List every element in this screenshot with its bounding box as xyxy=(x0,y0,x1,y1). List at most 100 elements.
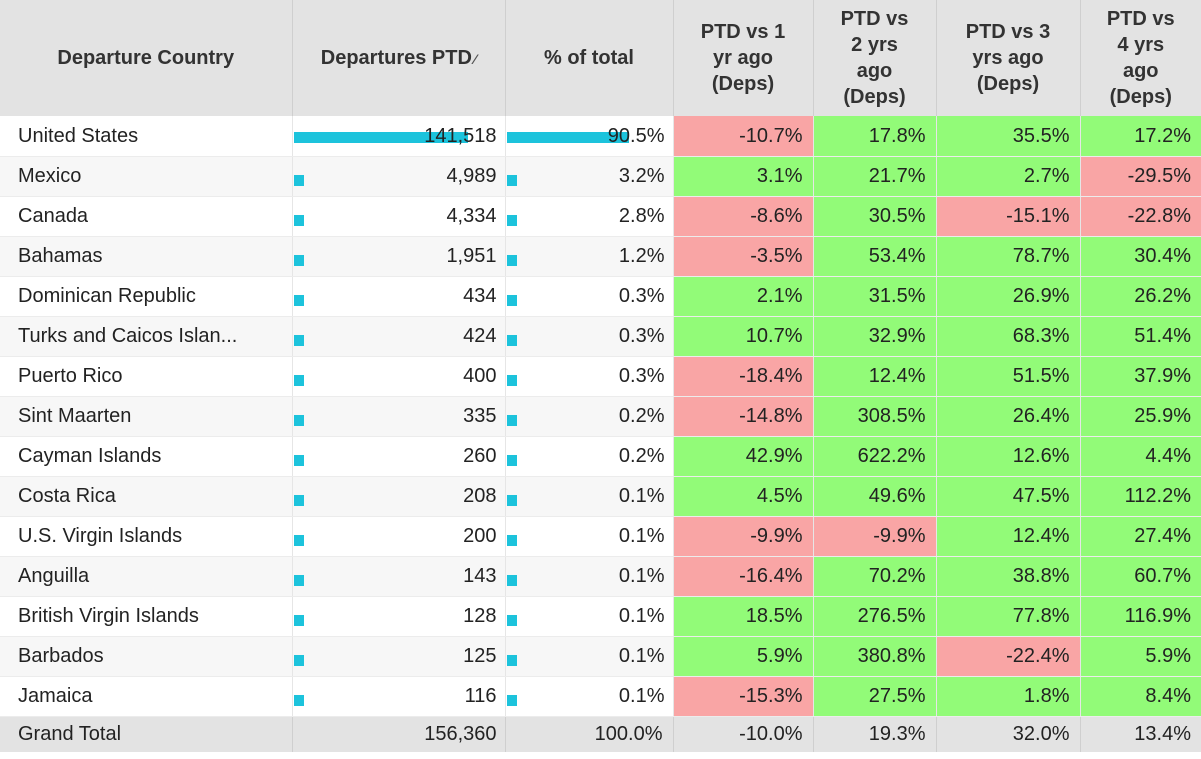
vs4-cell: 51.4% xyxy=(1080,316,1201,357)
departures-value: 4,334 xyxy=(446,205,497,227)
vs1-cell: 18.5% xyxy=(673,596,814,637)
departures-bar xyxy=(293,294,304,306)
table-row[interactable]: Dominican Republic 434 0.3% 2.1% 31.5% 26.9% 2… xyxy=(0,276,1201,317)
share-value: 3.2% xyxy=(618,165,665,187)
share-value: 1.2% xyxy=(618,245,665,267)
departures-bar xyxy=(293,494,304,506)
country-cell: Bahamas xyxy=(0,236,293,277)
share-value: 0.2% xyxy=(618,445,665,467)
share-bar xyxy=(506,414,517,426)
table-row[interactable]: Mexico 4,989 3.2% 3.1% 21.7% 2.7% -29.5% xyxy=(0,156,1201,197)
header-ptd-vs-2yrs[interactable]: PTD vs 2 yrs ago (Deps) xyxy=(813,0,937,116)
vs2-cell: 276.5% xyxy=(813,596,937,637)
header-departures-ptd[interactable]: Departures PTD ⁄ xyxy=(292,0,506,116)
table-row[interactable]: U.S. Virgin Islands 200 0.1% -9.9% -9.9% 12.4… xyxy=(0,516,1201,557)
vs3-cell: 2.7% xyxy=(936,156,1081,197)
departures-cell: 208 xyxy=(291,476,506,517)
header-ptd-vs-3yrs[interactable]: PTD vs 3 yrs ago (Deps) xyxy=(936,0,1081,116)
vs2-cell: 53.4% xyxy=(813,236,937,277)
total-vs2: 19.3% xyxy=(813,716,937,752)
share-bar xyxy=(506,214,517,226)
share-bar xyxy=(506,494,517,506)
vs2-cell: 49.6% xyxy=(813,476,937,517)
vs2-cell: -9.9% xyxy=(813,516,937,557)
table-row[interactable]: Puerto Rico 400 0.3% -18.4% 12.4% 51.5% 37.9% xyxy=(0,356,1201,397)
vs4-cell: 8.4% xyxy=(1080,676,1201,717)
departures-value: 260 xyxy=(463,445,497,467)
share-cell: 0.1% xyxy=(504,596,674,637)
share-cell: 0.1% xyxy=(504,636,674,677)
share-cell: 0.3% xyxy=(504,276,674,317)
vs3-cell: 77.8% xyxy=(936,596,1081,637)
share-bar xyxy=(506,294,517,306)
departures-cell: 260 xyxy=(291,436,506,477)
header-departure-country[interactable]: Departure Country xyxy=(0,0,293,116)
table-row[interactable]: Costa Rica 208 0.1% 4.5% 49.6% 47.5% 112.2% xyxy=(0,476,1201,517)
header-percent-of-total[interactable]: % of total xyxy=(505,0,674,116)
share-value: 90.5% xyxy=(607,124,665,147)
vs2-cell: 31.5% xyxy=(813,276,937,317)
table-row[interactable]: Bahamas 1,951 1.2% -3.5% 53.4% 78.7% 30.4% xyxy=(0,236,1201,277)
share-value: 0.1% xyxy=(618,485,665,507)
table-row[interactable]: Barbados 125 0.1% 5.9% 380.8% -22.4% 5.9% xyxy=(0,636,1201,677)
country-cell: U.S. Virgin Islands xyxy=(0,516,293,557)
table-row[interactable]: United States 141,518 90.5% -10.7% 17.8% 35.5… xyxy=(0,116,1201,157)
departures-cell: 125 xyxy=(291,636,506,677)
share-value: 0.3% xyxy=(618,365,665,387)
share-value: 0.1% xyxy=(618,525,665,547)
departures-value: 335 xyxy=(463,405,497,427)
departures-value: 143 xyxy=(463,565,497,587)
table-body: United States 141,518 90.5% -10.7% 17.8% 35.5… xyxy=(0,116,1201,717)
departures-cell: 1,951 xyxy=(291,236,506,277)
departures-value: 128 xyxy=(463,605,497,627)
vs4-cell: 17.2% xyxy=(1080,116,1201,157)
vs3-cell: 12.6% xyxy=(936,436,1081,477)
departures-cell: 141,518 xyxy=(291,116,506,157)
sort-desc-icon[interactable]: ⁄ xyxy=(473,50,477,67)
departures-bar xyxy=(293,614,304,626)
vs4-cell: -22.8% xyxy=(1080,196,1201,237)
vs1-cell: 5.9% xyxy=(673,636,814,677)
country-cell: Sint Maarten xyxy=(0,396,293,437)
total-share: 100.0% xyxy=(505,716,674,752)
share-bar xyxy=(506,574,517,586)
vs3-cell: 26.9% xyxy=(936,276,1081,317)
vs2-cell: 380.8% xyxy=(813,636,937,677)
table-row[interactable]: Cayman Islands 260 0.2% 42.9% 622.2% 12.6% 4.4… xyxy=(0,436,1201,477)
departures-value: 424 xyxy=(463,325,497,347)
table-row[interactable]: Jamaica 116 0.1% -15.3% 27.5% 1.8% 8.4% xyxy=(0,676,1201,717)
table-row[interactable]: Turks and Caicos Islan... 424 0.3% 10.7% 32.… xyxy=(0,316,1201,357)
departures-cell: 116 xyxy=(291,676,506,717)
departures-value: 125 xyxy=(463,645,497,667)
vs1-cell: 3.1% xyxy=(673,156,814,197)
share-cell: 0.3% xyxy=(504,356,674,397)
vs2-cell: 308.5% xyxy=(813,396,937,437)
departures-value: 400 xyxy=(463,365,497,387)
vs1-cell: -16.4% xyxy=(673,556,814,597)
share-value: 0.1% xyxy=(618,565,665,587)
country-cell: Barbados xyxy=(0,636,293,677)
departures-value: 4,989 xyxy=(446,165,497,187)
vs4-cell: 30.4% xyxy=(1080,236,1201,277)
header-ptd-vs-4yrs[interactable]: PTD vs 4 yrs ago (Deps) xyxy=(1080,0,1201,116)
total-vs1: -10.0% xyxy=(673,716,814,752)
table-row[interactable]: Sint Maarten 335 0.2% -14.8% 308.5% 26.4% 25.9… xyxy=(0,396,1201,437)
country-cell: Canada xyxy=(0,196,293,237)
table-row[interactable]: British Virgin Islands 128 0.1% 18.5% 276.5%… xyxy=(0,596,1201,637)
table-row[interactable]: Anguilla 143 0.1% -16.4% 70.2% 38.8% 60.7% xyxy=(0,556,1201,597)
departures-bar xyxy=(293,214,304,226)
departures-bar xyxy=(293,574,304,586)
country-cell: Puerto Rico xyxy=(0,356,293,397)
country-cell: Dominican Republic xyxy=(0,276,293,317)
share-bar xyxy=(506,654,517,666)
vs3-cell: 35.5% xyxy=(936,116,1081,157)
table-row[interactable]: Canada 4,334 2.8% -8.6% 30.5% -15.1% -22.8% xyxy=(0,196,1201,237)
total-departures: 156,360 xyxy=(291,716,506,752)
vs1-cell: -18.4% xyxy=(673,356,814,397)
share-bar xyxy=(506,132,629,143)
departures-value: 208 xyxy=(463,485,497,507)
header-ptd-vs-1yr[interactable]: PTD vs 1 yr ago (Deps) xyxy=(673,0,814,116)
departures-cell: 4,334 xyxy=(291,196,506,237)
departures-bar xyxy=(293,654,304,666)
country-cell: Mexico xyxy=(0,156,293,197)
